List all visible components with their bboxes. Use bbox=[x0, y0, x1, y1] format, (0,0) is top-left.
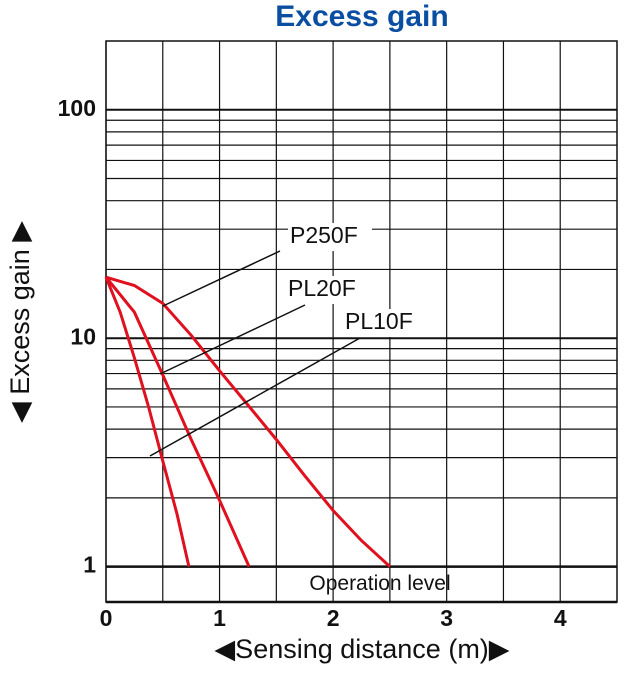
series-line bbox=[104, 276, 251, 568]
series-label: PL20F bbox=[288, 275, 356, 301]
leader-line bbox=[149, 337, 361, 457]
x-tick-label: 4 bbox=[554, 605, 567, 631]
series-line bbox=[104, 276, 191, 567]
x-tick-label: 1 bbox=[213, 605, 226, 631]
x-tick-label: 2 bbox=[327, 605, 340, 631]
label-bg bbox=[286, 276, 370, 304]
x-tick-label: 3 bbox=[440, 605, 453, 631]
leader-line bbox=[162, 250, 281, 307]
series-line bbox=[105, 275, 391, 568]
label-bg bbox=[343, 309, 427, 337]
y-tick-label: 1 bbox=[83, 552, 96, 578]
x-tick-label: 0 bbox=[100, 605, 113, 631]
label-bg bbox=[288, 223, 372, 251]
leader-line bbox=[159, 304, 306, 375]
reference-label: Operation level bbox=[309, 572, 450, 595]
y-tick-label: 10 bbox=[70, 323, 96, 349]
chart-title: Excess gain bbox=[275, 0, 448, 33]
x-axis-label: ◀Sensing distance (m)▶ bbox=[214, 634, 509, 664]
series-label: PL10F bbox=[345, 308, 413, 334]
y-axis-label: ◀ Excess gain ▶ bbox=[5, 221, 35, 423]
series-label: P250F bbox=[290, 222, 358, 248]
y-tick-label: 100 bbox=[58, 95, 96, 121]
